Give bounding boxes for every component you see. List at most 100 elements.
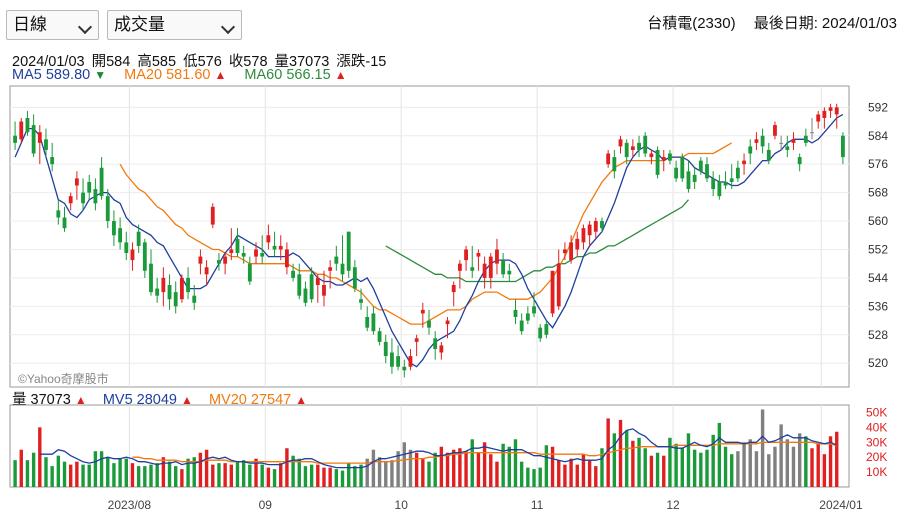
candle-body [593,221,598,232]
volume-bar [538,467,542,487]
candle-body [513,309,518,317]
volume-bar [507,446,512,487]
indicator-select[interactable]: 成交量 [107,10,242,40]
arrow-up-icon: ▲ [74,393,87,407]
candle-body [68,196,73,204]
candle-body [297,274,302,296]
grid [10,86,849,487]
candle-body [62,217,67,229]
volume-bar [723,446,728,487]
date-tick-label: 09 [259,498,273,512]
volume-bar [316,464,320,487]
candle-body [538,327,543,339]
volume-bar [118,458,122,487]
volume-bar [421,458,425,487]
candle-body [482,263,487,278]
candle-body [525,313,530,321]
volume-tick-label: 50K [866,405,887,419]
candle-body [655,149,660,175]
candle-body [729,178,734,182]
candle-body [562,249,567,254]
candle-body [544,324,549,335]
volume-bar [297,458,301,487]
ohlc-low: 低576 [183,54,222,70]
volume-bar [328,467,332,487]
volume-bar [600,448,604,487]
volume-bar [711,434,715,487]
candle-body [692,174,697,182]
candle-body [427,320,431,328]
last-date-label: 最後日期: [753,15,818,32]
volume-bar [44,457,48,487]
volume-bar [594,466,598,487]
volume-bar [353,466,357,487]
volume-bar [501,443,505,487]
price-tick-label: 592 [868,100,888,114]
volume-bar [130,463,135,487]
volume-bar [87,464,91,487]
candle-body [556,263,561,307]
vol-label: 量 [12,392,27,408]
period-select[interactable]: 日線 [6,10,99,40]
header-info: 台積電(2330) 最後日期: 2024/01/03 [637,12,897,33]
volume-bar [489,454,493,487]
candle-body [575,238,580,250]
price-tick-label: 544 [868,271,888,285]
candle-body [612,157,617,172]
price-tick-label: 552 [868,242,888,256]
candle-body [803,135,808,143]
volume-bar [816,443,820,487]
ohlc-close: 收578 [228,54,268,70]
volume-bar [557,460,561,487]
candle-body [674,167,679,179]
candle-body [340,263,345,275]
volume-bar [797,433,802,487]
candle-body [495,249,499,264]
ma-legend: MA5 589.80 ▼ MA20 581.60 ▲ MA60 566.15 ▲ [12,67,361,83]
candle-body [260,253,265,257]
candle-body [680,157,685,179]
candle-body [686,171,691,190]
candle-body [408,356,413,367]
volume-average-lines [39,428,837,469]
volume-bar [581,454,586,487]
candle-body [179,277,184,300]
ohlc-date: 2024/01/03 [12,54,85,70]
candle-body [791,139,796,143]
candle-body [204,267,209,275]
candle-body [278,245,283,250]
candle-body [155,288,160,296]
volume-bar [736,451,740,487]
volume-bar [143,466,147,487]
mv20-legend: MV20 27547 ▲ [209,392,307,408]
candle-body [810,132,814,134]
volume-bar [464,451,468,487]
volume-tick-label: 10K [866,465,887,479]
volume-bar [309,464,314,487]
volume-bar [155,463,159,487]
volume-bar [334,469,339,487]
ma5-value: 589.80 [45,67,91,83]
candle-body [433,338,438,349]
volume-bar [81,464,85,487]
volume-bar [112,463,116,487]
arrow-up-icon: ▲ [334,68,347,82]
volume-bar [377,457,382,487]
volume-bar [186,458,190,487]
candle-body [198,256,203,264]
volume-bar [241,460,246,487]
volume-bar [322,467,326,487]
candle-body [37,132,42,143]
volume-bar [674,443,678,487]
candle-body [266,235,271,243]
volume-bar [637,437,641,487]
mv20-label: MV20 [208,392,247,408]
volume-bar [384,461,388,487]
candle-body [766,149,771,161]
candle-body [785,146,790,150]
candle-body [464,249,468,261]
volume-bar [699,452,703,487]
volume-bar [662,455,666,487]
candle-body [618,139,623,147]
